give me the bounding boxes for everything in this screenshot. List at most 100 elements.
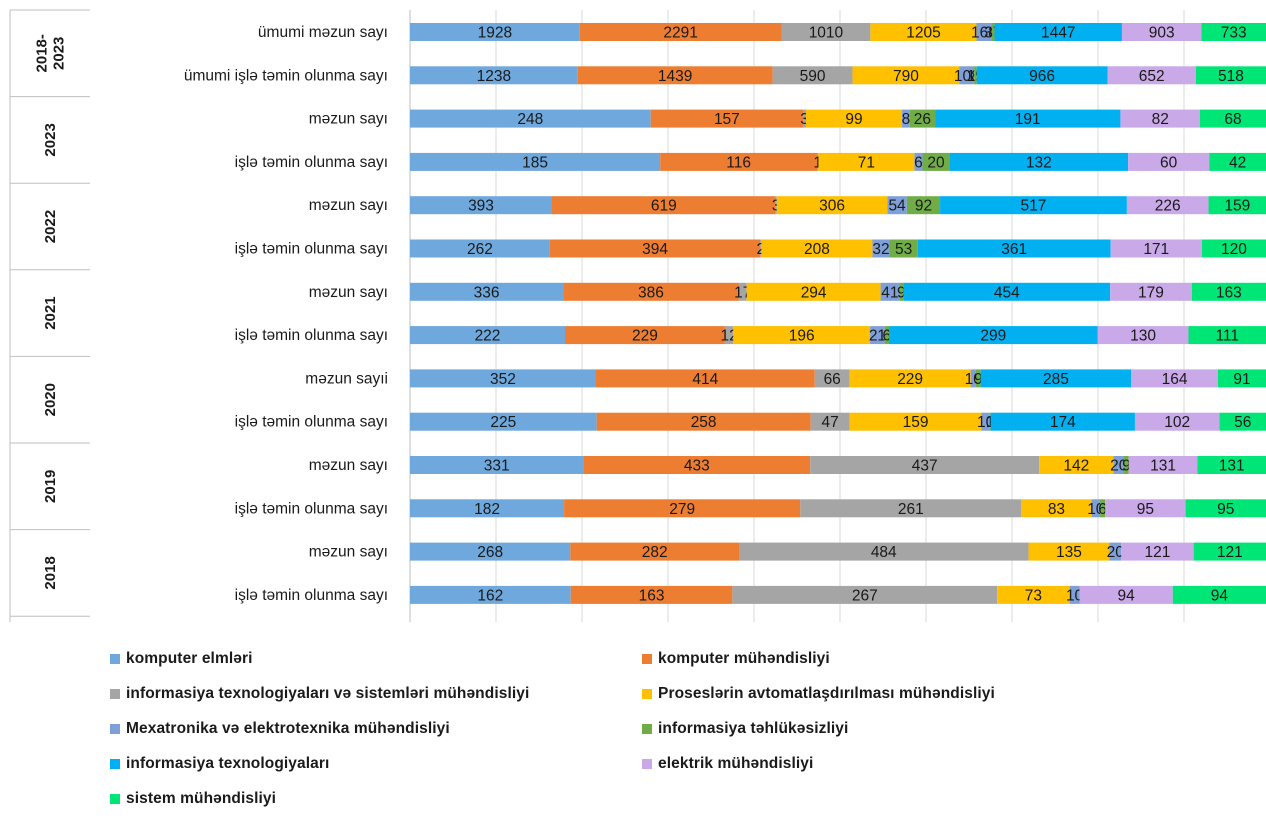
- data-label: 903: [1149, 25, 1175, 42]
- data-label: 733: [1221, 25, 1247, 42]
- bar-segment: [814, 369, 850, 388]
- legend-item: informasiya təhlükəsizliyi: [642, 720, 848, 738]
- data-label: 83: [1048, 501, 1065, 518]
- legend-label: informasiya texnologiyaları: [126, 755, 330, 772]
- bar-segment: [1131, 369, 1218, 388]
- bar-segment: [914, 152, 923, 171]
- data-label: 94: [1211, 587, 1229, 604]
- bar-segment: [410, 196, 553, 215]
- data-label: 60: [1160, 154, 1178, 171]
- bar-segment: [660, 152, 818, 171]
- bar-segment: [738, 282, 747, 301]
- bar-segment: [1197, 456, 1266, 474]
- data-label: 294: [801, 284, 827, 301]
- bar-segment: [1097, 326, 1189, 345]
- bar-segment: [889, 239, 918, 258]
- bar-segment: [906, 196, 941, 215]
- bar-segment: [410, 152, 661, 171]
- bar-segment: [1110, 282, 1192, 301]
- bar-segment: [1128, 456, 1198, 474]
- bar-segment: [903, 282, 1111, 301]
- data-label: 282: [642, 544, 668, 561]
- bar-segment: [888, 326, 1098, 345]
- legend-swatch: [110, 794, 120, 804]
- legend-swatch: [642, 724, 652, 734]
- data-label: 331: [484, 458, 510, 475]
- bar-segment: [817, 152, 819, 171]
- data-label: 1: [813, 154, 822, 171]
- data-label: 1205: [906, 25, 940, 42]
- data-label: 53: [895, 241, 912, 258]
- data-label: 20: [927, 154, 945, 171]
- bar-segment: [410, 66, 578, 85]
- data-label: 268: [477, 544, 503, 561]
- data-label: 95: [1137, 501, 1154, 518]
- data-label: 121: [1217, 544, 1243, 561]
- bar-segment: [887, 196, 907, 215]
- bar-segment: [1028, 542, 1110, 561]
- data-label: 225: [490, 414, 516, 431]
- bar-segment: [410, 282, 564, 301]
- data-label: 71: [858, 154, 875, 171]
- data-label: 1439: [658, 68, 692, 85]
- chart-area: 2018-2023 ümumi məzun sayı ümumi işlə təmi…: [9, 9, 1266, 623]
- group-label: 2023: [42, 123, 59, 156]
- data-label: 1: [986, 414, 995, 431]
- bar-segment: [733, 326, 871, 345]
- group-label: 2019: [42, 470, 59, 503]
- row-label: işlə təmin olunma sayı: [235, 587, 388, 604]
- data-label: 21: [869, 328, 886, 345]
- bar-segment: [981, 412, 990, 431]
- bar-segment: [870, 326, 885, 345]
- bar-segment: [410, 23, 580, 41]
- data-label: 163: [1216, 284, 1242, 301]
- bar-segment: [1134, 412, 1220, 431]
- group-label: 2022: [42, 210, 59, 243]
- bar-segment: [1110, 239, 1202, 258]
- data-label: 6: [1098, 501, 1107, 518]
- legend-label: Mexatronika və elektrotexnika mühəndisli…: [126, 720, 450, 737]
- bar-segment: [410, 456, 584, 474]
- data-label: 414: [692, 371, 718, 388]
- data-label: 120: [1221, 241, 1247, 258]
- bar-segment: [1172, 585, 1266, 604]
- data-label: 47: [821, 414, 838, 431]
- legend-item: informasiya texnologiyaları və sistemlər…: [110, 685, 529, 703]
- legend-label: informasiya təhlükəsizliyi: [658, 720, 849, 737]
- row-label: ümumi məzun sayı: [258, 24, 388, 41]
- data-label: 95: [1217, 501, 1234, 518]
- data-label: 619: [651, 198, 677, 215]
- data-label: 163: [639, 587, 665, 604]
- data-label: 6: [914, 154, 923, 171]
- bar-segment: [1217, 369, 1266, 388]
- data-label: 393: [468, 198, 494, 215]
- bar-segment: [1128, 152, 1210, 171]
- data-label: 142: [1063, 458, 1089, 475]
- data-label: 299: [980, 328, 1006, 345]
- legend-item: Proseslərin avtomatlaşdırılması mühəndis…: [642, 685, 995, 703]
- bar-segment: [724, 326, 734, 345]
- bar-segment: [739, 542, 1029, 561]
- row-label: məzun sayı: [309, 197, 388, 214]
- bar-segment: [849, 369, 971, 388]
- data-label: 68: [1224, 111, 1241, 128]
- bar-segment: [1121, 23, 1202, 41]
- data-label: 191: [1015, 111, 1041, 128]
- row-label: ümumi işlə təmin olunma sayı: [184, 67, 388, 84]
- bar-segment: [949, 152, 1129, 171]
- data-label: 1447: [1041, 25, 1075, 42]
- data-label: 66: [824, 371, 841, 388]
- bar-segment: [410, 239, 550, 258]
- bar-segment: [800, 499, 1022, 518]
- bar-segment: [410, 412, 597, 431]
- bar-segment: [410, 542, 571, 561]
- data-label: 6: [883, 328, 892, 345]
- data-label: 306: [819, 198, 845, 215]
- data-label: 3: [800, 111, 809, 128]
- data-label: 226: [1155, 198, 1181, 215]
- stacked-bar-chart: 2018-2023 ümumi məzun sayı ümumi işlə təmi…: [9, 9, 1266, 623]
- data-label: 179: [1138, 284, 1164, 301]
- bar-segment: [596, 412, 811, 431]
- bar-segment: [994, 23, 1122, 41]
- bar-segment: [1069, 585, 1080, 604]
